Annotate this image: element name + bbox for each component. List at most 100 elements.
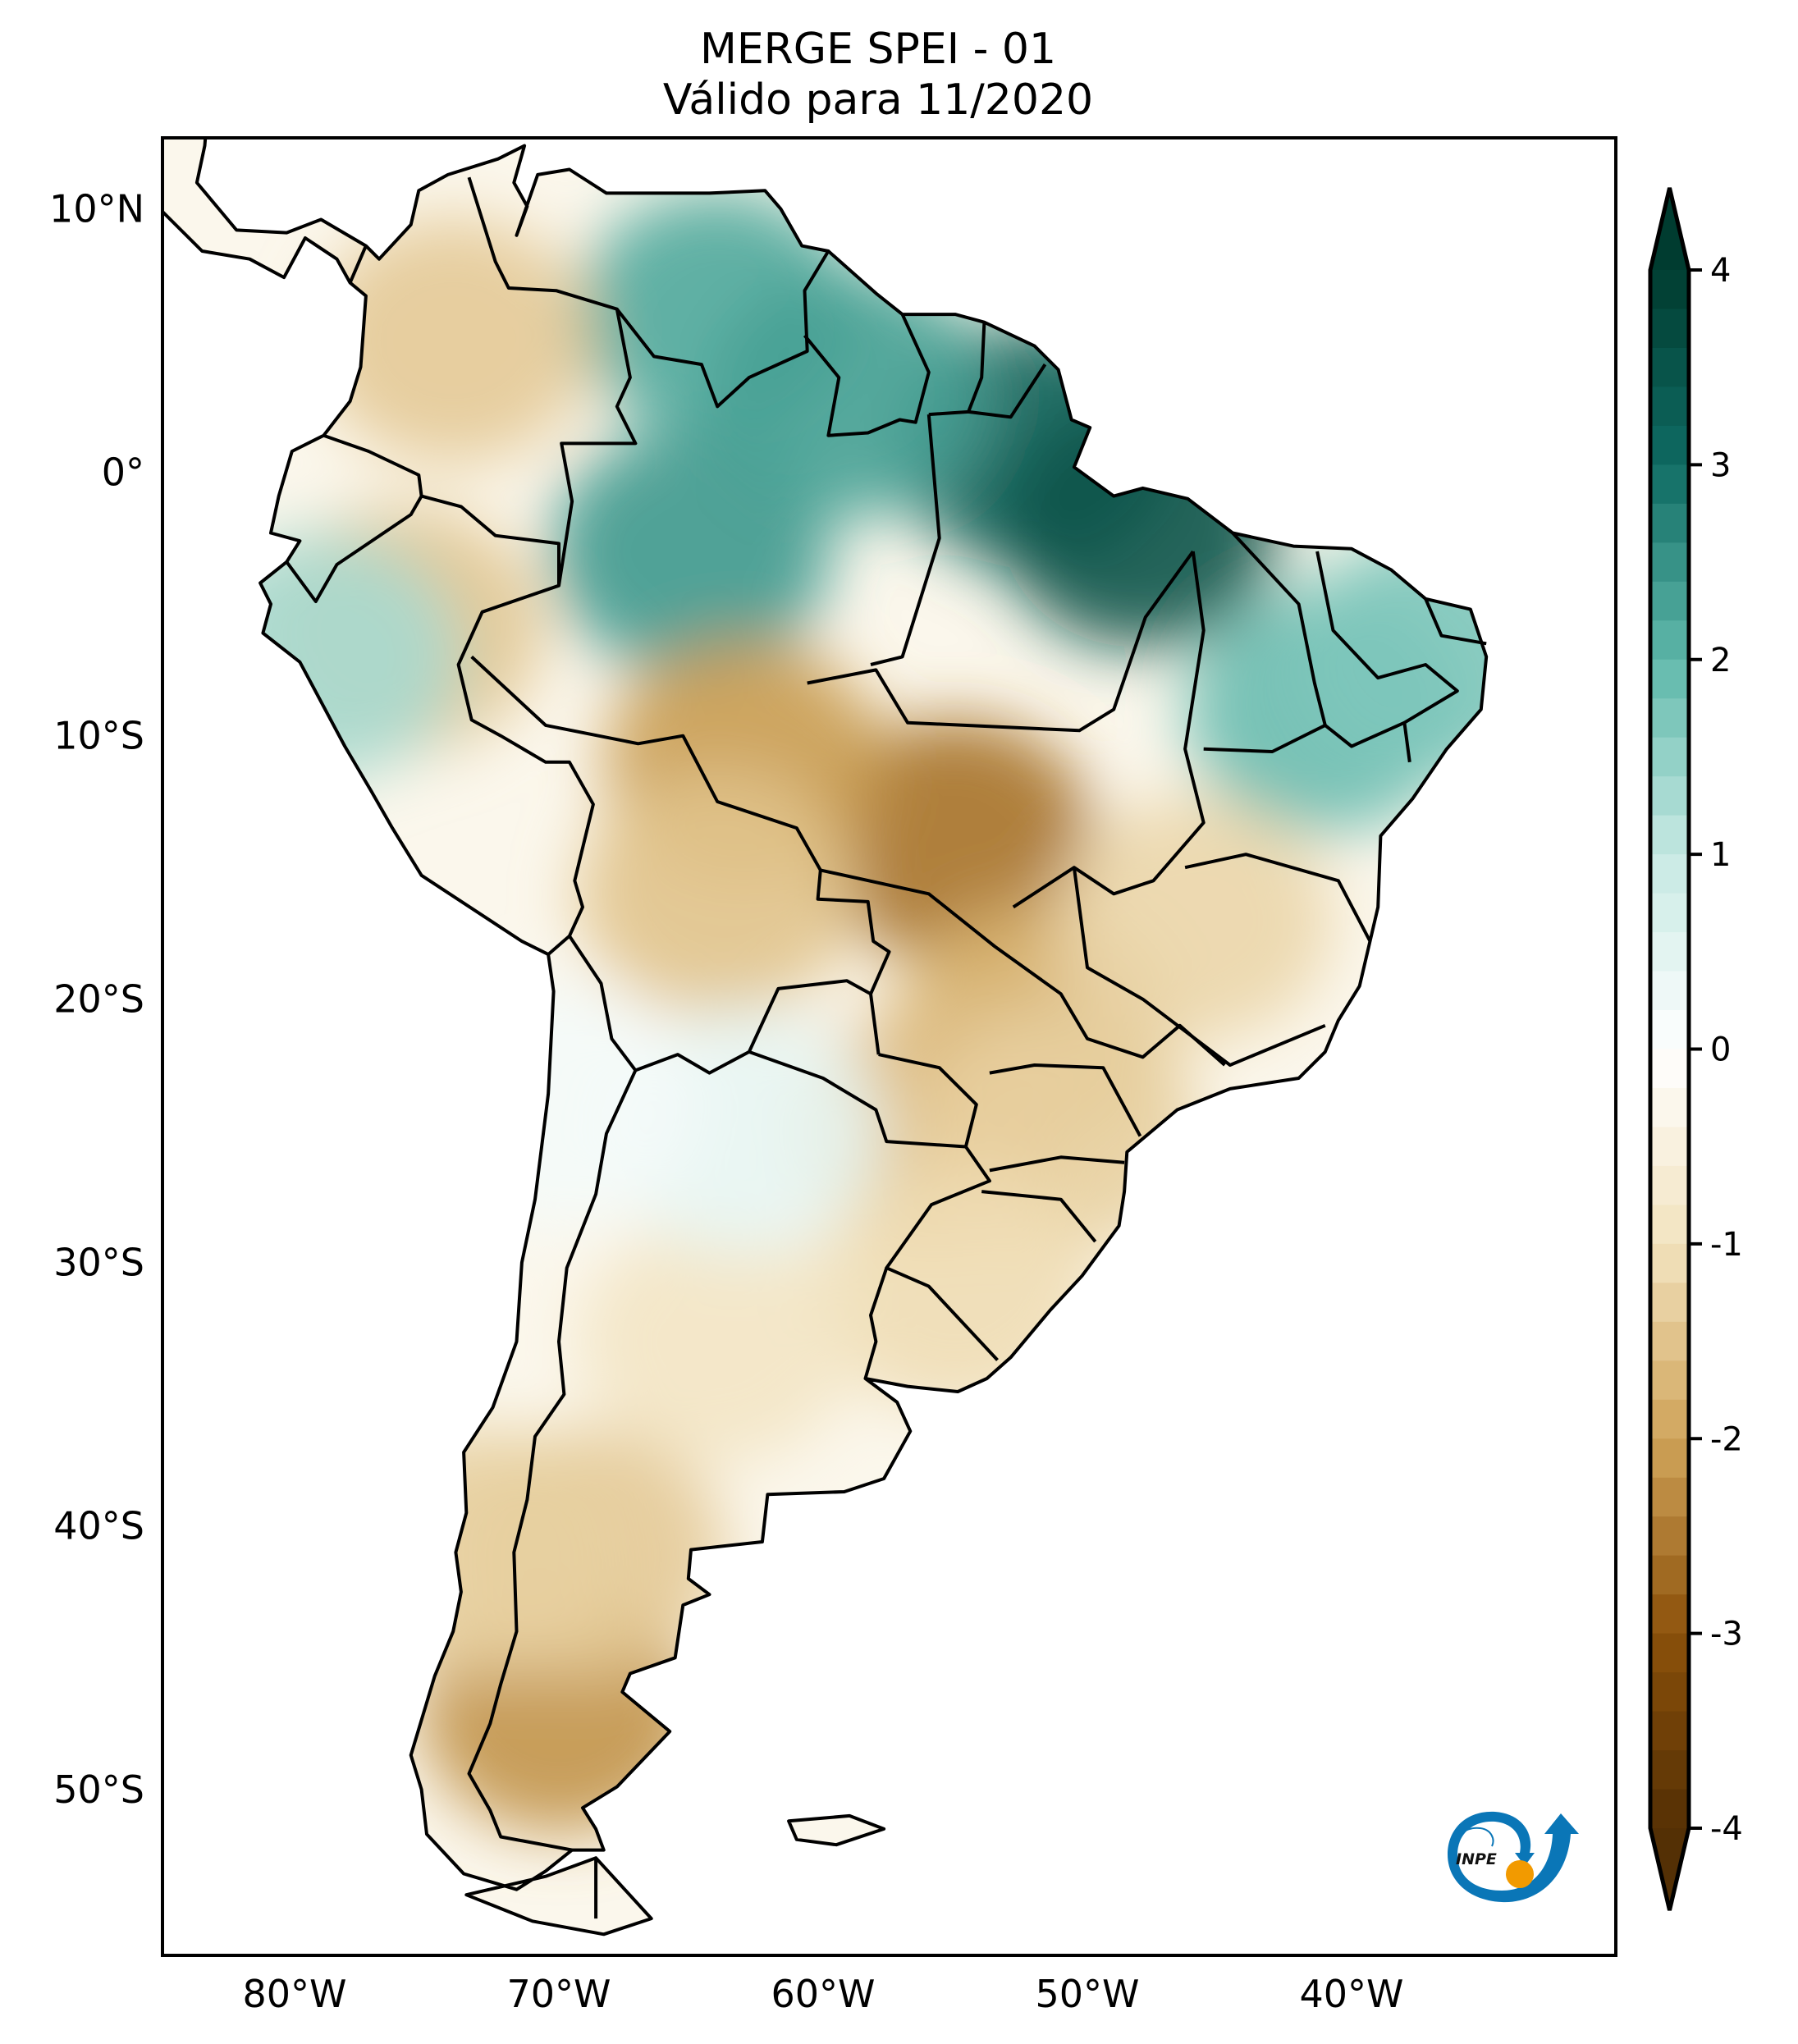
y-tick-label: 0° [102,450,144,495]
anomaly-region [551,428,830,674]
logo-text: INPE [1456,1850,1497,1868]
colorbar-band [1650,1711,1689,1751]
colorbar-band [1650,776,1689,816]
anomaly-region [816,718,1095,965]
colorbar-band [1650,1789,1689,1829]
colorbar-band [1650,1438,1689,1479]
colorbar-band [1650,503,1689,544]
border-line [803,313,931,437]
plot-frame [161,136,1617,1957]
colorbar-band [1650,309,1689,349]
land-area [162,138,1487,1935]
colorbar-band [1650,1360,1689,1401]
x-axis: 80°W 70°W 60°W 50°W 40°W [242,1972,1403,2016]
border-line [1072,867,1326,1067]
colorbar-band [1650,659,1689,700]
y-tick-label: 40°S [53,1504,144,1548]
colorbar-band [1650,1672,1689,1712]
border-line [748,1050,978,1149]
anomaly-region [816,1165,1095,1412]
colorbar-tick-label: -3 [1710,1616,1743,1653]
colorbar-tick-label: -2 [1710,1420,1743,1458]
colorbar-tick-label: 4 [1710,252,1731,290]
border-line [1012,551,1206,909]
colorbar-band [1650,1243,1689,1284]
y-tick-label: 20°S [53,977,144,1022]
border-line [1184,853,1372,943]
colorbar-band [1650,1399,1689,1440]
colorbar-band [1650,1516,1689,1557]
anomaly-region [313,217,593,464]
y-tick-label: 10°N [49,187,144,231]
border-line [1324,720,1406,748]
border-line [989,1155,1125,1173]
anomaly-region [419,981,698,1228]
colorbar-band [1650,542,1689,583]
anomaly-region [181,533,461,780]
colorbar-band [1650,1321,1689,1362]
border-line [568,935,872,1075]
border-line [615,249,830,409]
anomaly-region [578,771,858,1017]
border-line [981,1190,1097,1243]
x-tick-label: 60°W [771,1972,875,2016]
border-line [467,1069,638,1852]
colorbar-band [1650,698,1689,738]
colorbar-band [1650,1165,1689,1206]
colorbar-extend-max [1650,188,1689,270]
colorbar-tick-label: -4 [1710,1810,1743,1848]
map-subtitle: Válido para 11/2020 [662,75,1094,125]
border-line [870,414,941,666]
border-line [968,364,1047,419]
logo-inner-arc [1453,1827,1494,1854]
colorbar-band [1650,1750,1689,1790]
colorbar-band [1650,347,1689,388]
border-line [421,494,595,956]
border-line [285,433,423,603]
colorbar-band [1650,386,1689,427]
colorbar-band [1650,1283,1689,1323]
border-line [885,1145,999,1361]
y-tick-label: 10°S [53,714,144,758]
colorbar-band [1650,932,1689,972]
colorbar: 4 3 2 1 0 -1 -2 -3 -4 [1648,187,1743,1911]
colorbar-band [1650,971,1689,1011]
colorbar-tick-label: -1 [1710,1226,1743,1264]
colorbar-band [1650,1010,1689,1050]
border-line [989,1063,1142,1137]
y-axis: 10°N 0° 10°S 20°S 30°S 40°S 50°S [49,187,144,1812]
anomaly-region [1291,533,1487,780]
colorbar-band [1650,893,1689,933]
border-line [1203,532,1327,753]
colorbar-band [1650,425,1689,466]
map-title: MERGE SPEI - 01 [699,25,1057,74]
colorbar-band [1650,270,1689,310]
colorbar-extend-min [1650,1828,1689,1910]
colorbar-band [1650,1633,1689,1673]
plot-area [162,138,1489,1937]
anomaly-region [710,270,990,517]
colorbar-tick-label: 3 [1710,446,1731,484]
x-tick-label: 50°W [1035,1972,1139,2016]
logo-swoosh [1448,1811,1579,1903]
country-borders [285,176,1487,1919]
border-line [807,550,1195,733]
logo-sun [1506,1860,1534,1888]
colorbar-band [1650,464,1689,505]
inpe-logo: INPE [1438,1789,1585,1912]
colorbar-band [1650,620,1689,661]
colorbar-band [1650,1594,1689,1635]
colorbar-band [1650,1555,1689,1595]
border-line [928,322,986,417]
colorbar-band [1650,1049,1689,1089]
x-tick-label: 80°W [242,1972,346,2016]
anomaly-region [340,1429,620,1676]
border-line [467,176,638,587]
anomaly-region [1000,401,1280,648]
x-tick-label: 70°W [506,1972,611,2016]
colorbar-band [1650,737,1689,777]
y-tick-label: 50°S [53,1767,144,1812]
coastline [162,138,1489,1937]
colorbar-tick-label: 0 [1710,1031,1731,1069]
